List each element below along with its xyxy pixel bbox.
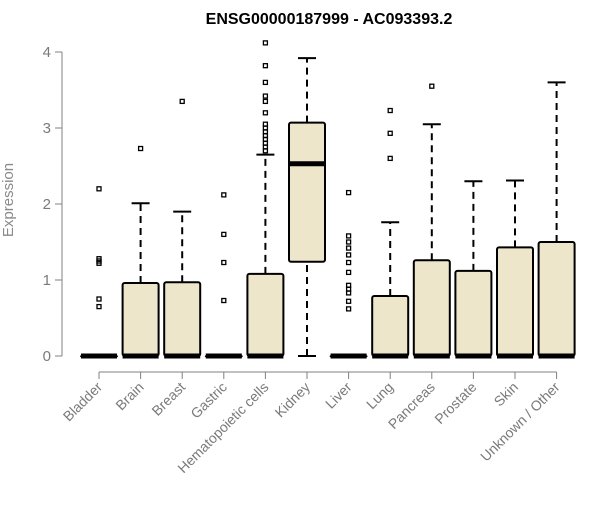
y-axis-label: Expression: [0, 163, 17, 237]
y-tick-label: 2: [43, 196, 51, 213]
outlier-point: [262, 121, 269, 127]
box: [163, 281, 202, 357]
outlier-point: [262, 110, 269, 116]
outlier-point: [221, 259, 227, 266]
outlier-point: [345, 269, 352, 276]
outlier-point: [262, 79, 269, 86]
outlier-point: [429, 83, 435, 89]
outlier-point: [345, 233, 352, 239]
outlier-point: [387, 107, 393, 114]
outlier-point: [179, 98, 185, 105]
outlier-point: [221, 297, 227, 304]
outlier-point: [221, 231, 227, 238]
outlier-point: [96, 186, 102, 192]
y-tick-label: 1: [43, 272, 51, 289]
y-tick-label: 3: [43, 120, 51, 137]
x-category-label: Unknown / Other: [477, 379, 563, 465]
box: [246, 272, 285, 358]
box: [121, 282, 160, 358]
outlier-point: [137, 145, 144, 152]
outlier-point: [345, 259, 352, 266]
outlier-point: [345, 245, 352, 251]
box: [412, 259, 451, 357]
outlier-point: [345, 252, 352, 258]
x-category-label: Breast: [148, 379, 188, 419]
box: [371, 294, 410, 357]
outlier-point: [262, 93, 269, 99]
outlier-point: [345, 298, 352, 304]
outlier-point: [262, 63, 269, 69]
box: [288, 121, 326, 263]
x-category-label: Kidney: [272, 379, 314, 421]
x-category-label: Skin: [491, 379, 522, 410]
outlier-point: [345, 239, 352, 245]
y-tick-label: 4: [43, 44, 51, 61]
outlier-point: [262, 98, 269, 105]
chart-title: ENSG00000187999 - AC093393.2: [206, 11, 453, 28]
outlier-point: [262, 40, 269, 46]
outlier-point: [221, 192, 227, 198]
outlier-point: [96, 303, 102, 310]
outlier-point: [345, 189, 352, 196]
x-category-label: Prostate: [431, 379, 479, 427]
x-category-label: Lung: [363, 379, 396, 412]
outlier-point: [96, 256, 102, 262]
y-tick-label: 0: [43, 348, 51, 365]
outlier-point: [96, 296, 102, 302]
box: [537, 241, 576, 357]
x-category-label: Liver: [322, 379, 355, 412]
outlier-point: [345, 306, 352, 312]
box: [454, 269, 493, 358]
outlier-point: [345, 282, 352, 288]
box: [496, 246, 534, 358]
outlier-point: [387, 130, 393, 136]
outlier-point: [387, 155, 393, 162]
x-category-label: Brain: [112, 379, 146, 413]
x-category-label: Bladder: [60, 379, 106, 425]
